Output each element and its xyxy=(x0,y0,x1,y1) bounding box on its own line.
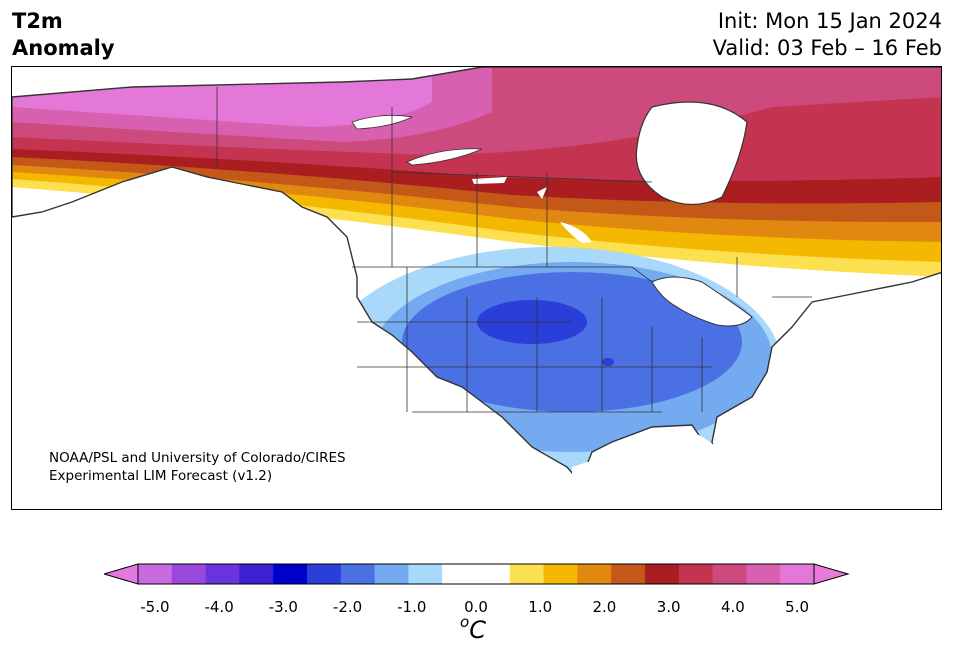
colorbar-cell xyxy=(543,564,578,584)
init-date: Init: Mon 15 Jan 2024 xyxy=(717,9,942,33)
colorbar-cell xyxy=(307,564,342,584)
colorbar-under-arrow xyxy=(104,563,139,585)
colorbar-cell xyxy=(645,564,680,584)
colorbar-cell xyxy=(138,564,173,584)
colorbar-cell xyxy=(374,564,409,584)
unit-letter: C xyxy=(469,616,486,644)
colorbar-cell xyxy=(408,564,443,584)
colorbar-cells xyxy=(138,564,815,584)
colorbar xyxy=(104,563,850,585)
colorbar-cell xyxy=(611,564,646,584)
unit-degree: o xyxy=(460,613,470,631)
hudson-bay xyxy=(635,101,748,206)
colorbar-over-arrow xyxy=(813,563,850,585)
colorbar-cell xyxy=(780,564,815,584)
colorbar-tick-label: 5.0 xyxy=(785,598,810,616)
colorbar-cell xyxy=(678,564,714,584)
forecast-dates: Init: Mon 15 Jan 2024 Valid: 03 Feb – 16… xyxy=(713,8,942,62)
anomaly-fill xyxy=(12,67,941,487)
credit-text: NOAA/PSL and University of Colorado/CIRE… xyxy=(49,449,346,485)
political-borders xyxy=(216,87,812,413)
colorbar-tick-label: 4.0 xyxy=(720,598,745,616)
colorbar-tick-label: -3.0 xyxy=(268,598,298,616)
colorbar-outline xyxy=(137,563,815,585)
colorbar-unit: oC xyxy=(460,613,486,644)
colorbar-tick-label: -2.0 xyxy=(332,598,363,616)
colorbar-tick-label: 0.0 xyxy=(464,598,488,616)
colorbar-cell xyxy=(712,564,747,584)
colorbar-tick-label: -4.0 xyxy=(204,598,234,616)
colorbar-tick-label: -5.0 xyxy=(140,598,170,616)
colorbar-tick-label: 2.0 xyxy=(592,598,617,616)
colorbar-tick-label: -1.0 xyxy=(397,598,427,616)
gulf-of-mexico xyxy=(572,432,752,509)
title-line-2: Anomaly xyxy=(12,36,115,60)
colorbar-cell xyxy=(239,564,274,584)
colorbar-cell xyxy=(442,564,477,584)
colorbar-tick-label: 1.0 xyxy=(528,598,553,616)
colorbar-cell xyxy=(171,564,207,584)
colorbar-cell xyxy=(746,564,781,584)
title-line-1: T2m xyxy=(12,9,63,33)
colorbar-cell xyxy=(577,564,612,584)
credit-line-2: Experimental LIM Forecast (v1.2) xyxy=(49,468,273,484)
great-lakes xyxy=(651,276,753,327)
colorbar-cell xyxy=(273,564,308,584)
map-svg xyxy=(12,67,941,509)
credit-line-1: NOAA/PSL and University of Colorado/CIRE… xyxy=(49,450,346,466)
colorbar-cell xyxy=(340,564,376,584)
anomaly-map[interactable] xyxy=(11,66,942,510)
title: T2m Anomaly xyxy=(12,8,115,62)
valid-period: Valid: 03 Feb – 16 Feb xyxy=(712,36,942,60)
colorbar-tick-label: 3.0 xyxy=(656,598,681,616)
colorbar-cell xyxy=(205,564,240,584)
colorbar-cell xyxy=(509,564,545,584)
colorbar-cell xyxy=(476,564,511,584)
